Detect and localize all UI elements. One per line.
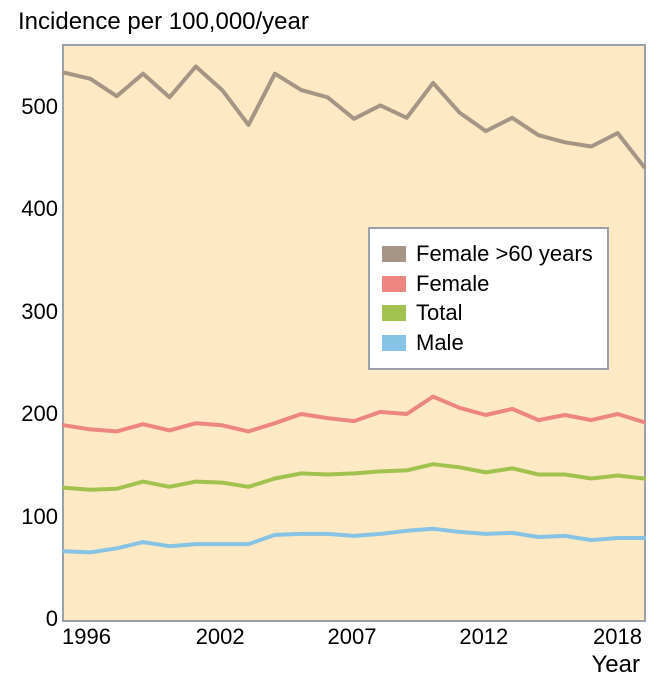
incidence-chart: Incidence per 100,000/year Year 0 100 20… [0,0,668,687]
swatch-total [382,305,406,321]
swatch-female60 [382,246,406,262]
x-axis-title: Year [592,651,641,679]
plot-area: Female >60 years Female Total Male [62,44,646,622]
series-line-male [64,529,644,553]
xtick-1996: 1996 [62,624,111,650]
y-axis-title: Incidence per 100,000/year [18,8,309,36]
ytick-400: 400 [4,196,58,222]
legend-item-male: Male [382,328,593,358]
legend-label-male: Male [416,328,464,358]
swatch-female [382,276,406,292]
swatch-male [382,335,406,351]
legend-label-total: Total [416,298,462,328]
xtick-2018: 2018 [593,624,642,650]
legend-item-female60: Female >60 years [382,239,593,269]
xtick-2002: 2002 [196,624,245,650]
legend-label-female60: Female >60 years [416,239,593,269]
series-line-female60 [64,67,644,167]
ytick-200: 200 [4,401,58,427]
legend-item-female: Female [382,269,593,299]
ytick-0: 0 [4,606,58,632]
xtick-2012: 2012 [459,624,508,650]
legend-item-total: Total [382,298,593,328]
xtick-2007: 2007 [328,624,377,650]
ytick-100: 100 [4,504,58,530]
ytick-300: 300 [4,299,58,325]
legend: Female >60 years Female Total Male [368,227,609,370]
series-line-female [64,397,644,432]
series-line-total [64,464,644,490]
ytick-500: 500 [4,94,58,120]
legend-label-female: Female [416,269,489,299]
